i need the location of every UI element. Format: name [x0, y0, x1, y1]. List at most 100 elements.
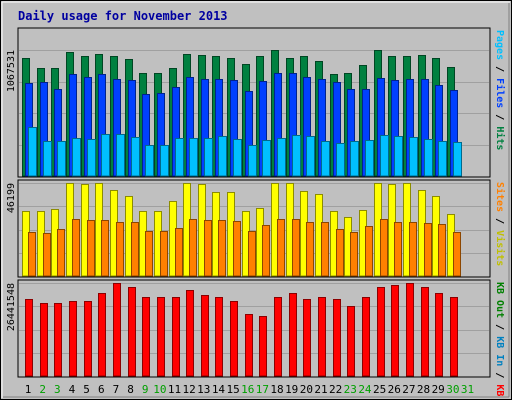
legend-item: / [494, 108, 505, 120]
bar-kb-f-day-16 [245, 314, 253, 377]
day-label-29: 29 [432, 383, 445, 396]
bar-sites-day-23 [350, 232, 358, 277]
bar-kb-f-day-15 [230, 301, 238, 377]
bar-kb-f-day-21 [318, 297, 326, 377]
day-label-3: 3 [54, 383, 61, 396]
bar-kb-f-day-29 [435, 293, 443, 377]
bar-pages-day-5 [87, 139, 96, 177]
bar-kb-f-day-18 [274, 297, 282, 377]
legend-item: Files [494, 72, 506, 108]
day-label-21: 21 [314, 383, 327, 396]
legend-item: / [494, 212, 505, 224]
bar-sites-day-28 [424, 223, 432, 277]
bar-kb-f-day-5 [84, 301, 92, 377]
bar-pages-day-20 [306, 136, 315, 177]
bar-pages-day-3 [57, 141, 66, 177]
bar-sites-day-17 [262, 225, 270, 277]
bar-kb-f-day-23 [347, 306, 355, 377]
day-label-17: 17 [256, 383, 269, 396]
ytick-visits: 46199 [6, 183, 17, 213]
bar-kb-f-day-9 [142, 297, 150, 377]
bar-kb-f-day-7 [113, 283, 121, 377]
day-label-31: 31 [461, 383, 474, 396]
legend-item: KB F [494, 378, 505, 400]
bar-sites-day-3 [57, 229, 65, 277]
series-kb-f [25, 283, 458, 377]
bar-sites-day-5 [87, 220, 95, 277]
bar-pages-day-16 [248, 145, 257, 177]
bar-kb-f-day-4 [69, 301, 77, 377]
bar-kb-f-day-24 [362, 297, 370, 377]
legend-requests: Pages / Files / Hits [494, 30, 506, 150]
series-pages [28, 127, 462, 177]
bar-pages-day-27 [409, 137, 418, 177]
legend-item: / [494, 318, 505, 330]
bar-kb-f-day-25 [377, 287, 385, 377]
day-label-13: 13 [197, 383, 210, 396]
day-label-15: 15 [226, 383, 239, 396]
bar-sites-day-16 [248, 231, 256, 277]
bar-sites-day-14 [218, 220, 226, 277]
day-label-14: 14 [212, 383, 226, 396]
day-label-30: 30 [446, 383, 459, 396]
day-label-16: 16 [241, 383, 254, 396]
bar-pages-day-6 [101, 134, 110, 177]
bar-sites-day-24 [365, 226, 373, 277]
bar-kb-f-day-8 [128, 287, 136, 377]
bar-pages-day-29 [438, 141, 447, 177]
day-label-11: 11 [168, 383, 181, 396]
bar-sites-day-18 [277, 219, 285, 277]
bar-kb-f-day-26 [391, 285, 399, 377]
bar-sites-day-8 [131, 222, 139, 277]
day-label-2: 2 [39, 383, 46, 396]
bar-sites-day-26 [394, 222, 402, 277]
bar-kb-f-day-30 [450, 297, 458, 377]
day-labels: 1 2 3 4 5 6 7 8 9 10 11 12 13 14 15 16 17 18 19 20 21 22 23 24 2… [25, 383, 474, 396]
bar-sites-day-6 [101, 220, 109, 277]
day-label-8: 8 [127, 383, 134, 396]
bar-pages-day-28 [424, 139, 433, 177]
bar-kb-f-day-3 [54, 303, 62, 377]
bar-pages-day-17 [262, 140, 271, 177]
bar-pages-day-10 [160, 145, 169, 177]
bar-sites-day-25 [380, 219, 388, 277]
bar-pages-day-9 [145, 145, 154, 177]
bar-kb-f-day-19 [289, 293, 297, 377]
bar-sites-day-13 [204, 220, 212, 277]
bar-sites-day-2 [43, 233, 51, 277]
legend-item: Hits [494, 120, 506, 150]
bar-pages-day-18 [277, 138, 286, 177]
bar-pages-day-7 [116, 134, 125, 177]
legend-item: / [494, 366, 505, 378]
legend-traffic: KB Out / KB In / KB F [494, 282, 505, 400]
bar-sites-day-19 [292, 219, 300, 277]
bar-pages-day-19 [292, 135, 301, 177]
bar-pages-day-11 [175, 138, 184, 177]
bar-kb-f-day-2 [40, 303, 48, 377]
bar-sites-day-30 [453, 232, 461, 277]
day-label-10: 10 [153, 383, 166, 396]
bar-kb-f-day-13 [201, 295, 209, 377]
bar-pages-day-21 [321, 141, 330, 177]
day-label-9: 9 [142, 383, 149, 396]
bar-pages-day-26 [394, 136, 403, 177]
day-label-7: 7 [113, 383, 120, 396]
legend-item: / [494, 60, 505, 72]
day-label-5: 5 [83, 383, 90, 396]
day-label-27: 27 [402, 383, 415, 396]
bar-kb-f-day-28 [421, 287, 429, 377]
bar-pages-day-24 [365, 140, 374, 177]
bar-pages-day-30 [453, 142, 462, 177]
bar-sites-day-10 [160, 231, 168, 277]
bar-pages-day-13 [204, 138, 213, 177]
bar-sites-day-20 [306, 222, 314, 277]
legend-item: KB Out [494, 282, 505, 318]
bar-kb-f-day-6 [98, 293, 106, 377]
ytick-requests: 1067531 [6, 50, 17, 92]
series-files [25, 73, 458, 177]
bar-pages-day-12 [189, 138, 198, 177]
bar-kb-f-day-1 [25, 299, 33, 377]
bar-sites-day-12 [189, 219, 197, 277]
legend-item: KB In [494, 330, 505, 366]
